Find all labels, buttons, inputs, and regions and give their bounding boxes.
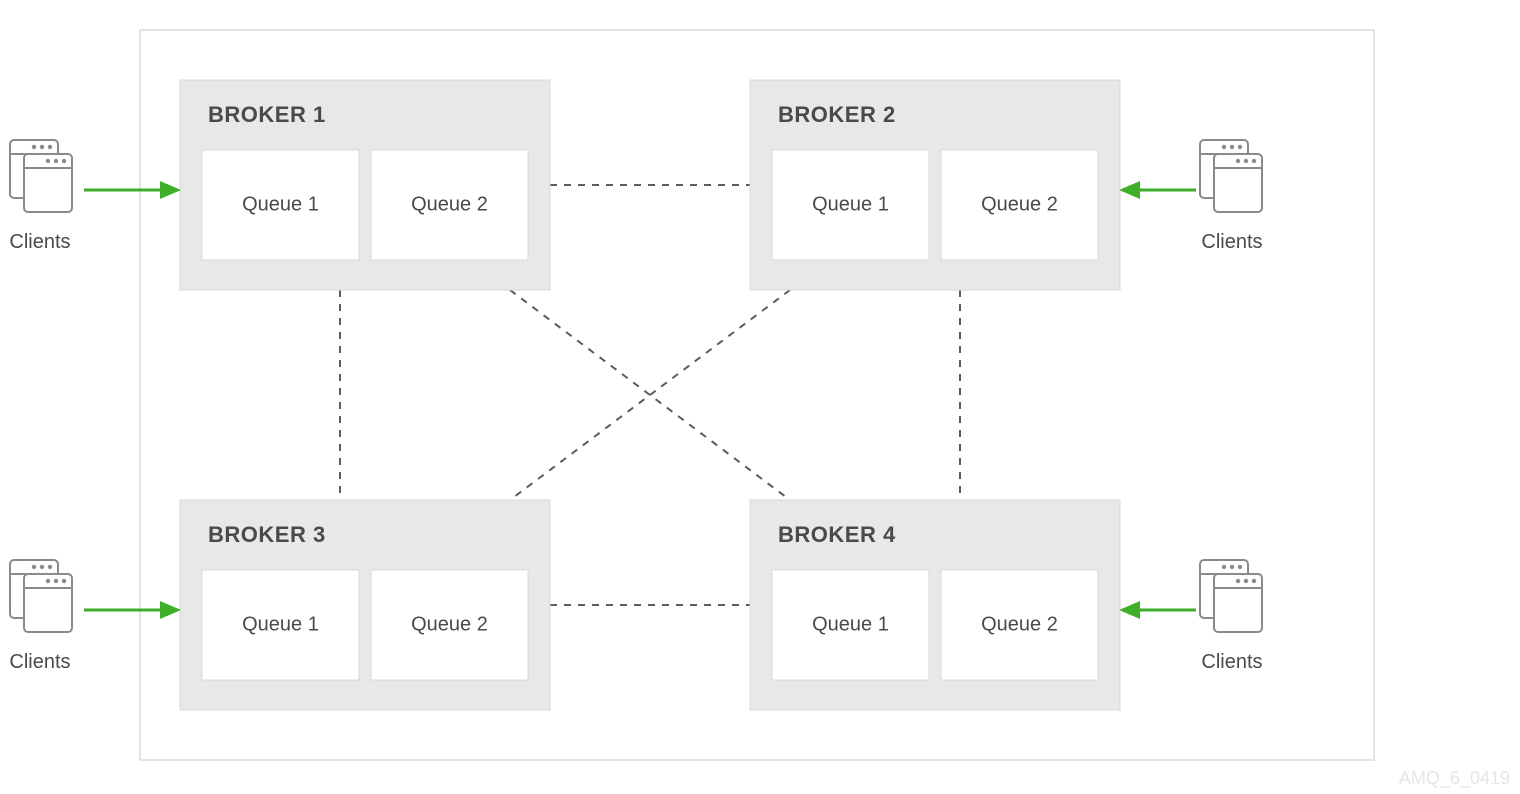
queue-label: Queue 2 (411, 613, 488, 635)
broker-4: BROKER 4 Queue 1 Queue 2 (750, 500, 1120, 710)
queue-label: Queue 2 (411, 193, 488, 215)
broker-3: BROKER 3 Queue 1 Queue 2 (180, 500, 550, 710)
clients-tl: Clients (9, 140, 178, 253)
broker-title: BROKER 1 (208, 102, 326, 127)
clients-tr: Clients (1122, 140, 1263, 253)
broker-2: BROKER 2 Queue 1 Queue 2 (750, 80, 1120, 290)
clients-br: Clients (1122, 560, 1263, 673)
broker-1: BROKER 1 Queue 1 Queue 2 (180, 80, 550, 290)
clients-label: Clients (9, 231, 70, 253)
broker-title: BROKER 4 (778, 522, 896, 547)
queue-label: Queue 1 (242, 613, 319, 635)
broker-title: BROKER 2 (778, 102, 896, 127)
queue-label: Queue 1 (812, 613, 889, 635)
diagram-id: AMQ_6_0419 (1399, 768, 1510, 789)
queue-label: Queue 1 (242, 193, 319, 215)
queue-label: Queue 1 (812, 193, 889, 215)
clients-label: Clients (1201, 651, 1262, 673)
clients-label: Clients (1201, 231, 1262, 253)
clients-label: Clients (9, 651, 70, 673)
queue-label: Queue 2 (981, 193, 1058, 215)
broker-title: BROKER 3 (208, 522, 326, 547)
clients-bl: Clients (9, 560, 178, 673)
queue-label: Queue 2 (981, 613, 1058, 635)
